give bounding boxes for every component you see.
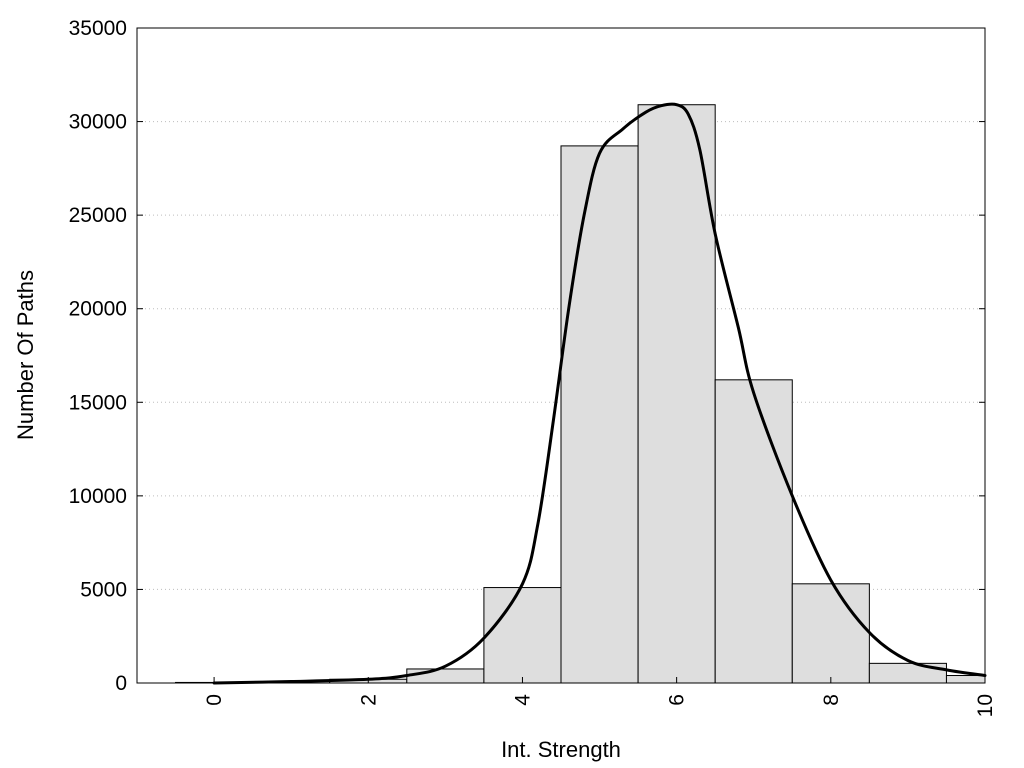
histogram-bars (175, 104, 986, 684)
y-tick-label: 20000 (69, 298, 127, 321)
x-tick-label: 0 (203, 694, 226, 706)
x-axis-ticks: 0 2 4 6 8 10 (203, 677, 997, 717)
y-tick-label: 35000 (69, 17, 127, 40)
histogram-bar (945, 675, 986, 684)
histogram-bar (406, 668, 485, 684)
x-tick-label: 8 (820, 694, 843, 706)
fit-curve (212, 102, 987, 685)
histogram-bar (714, 379, 793, 684)
histogram-bar (483, 587, 562, 684)
fit-curve-layer (212, 102, 987, 685)
y-tick-label: 30000 (69, 111, 127, 134)
histogram-bar (637, 104, 716, 684)
x-tick-label: 10 (974, 694, 997, 717)
y-axis-title: Number Of Paths (13, 270, 38, 440)
y-tick-label: 25000 (69, 204, 127, 227)
y-tick-label: 0 (115, 672, 127, 695)
y-tick-label: 10000 (69, 485, 127, 508)
x-tick-label: 2 (357, 694, 380, 706)
y-axis-ticks: 0 5000 10000 15000 20000 25000 30000 35000 (69, 17, 985, 695)
histogram-bar (791, 583, 870, 684)
histogram-bar (868, 662, 947, 684)
plot-frame (136, 27, 986, 684)
y-tick-label: 15000 (69, 391, 127, 414)
histogram-bar (560, 145, 639, 684)
x-tick-label: 6 (666, 694, 689, 706)
x-axis-title: Int. Strength (501, 737, 621, 762)
y-tick-label: 5000 (80, 578, 127, 601)
x-tick-label: 4 (511, 694, 534, 706)
